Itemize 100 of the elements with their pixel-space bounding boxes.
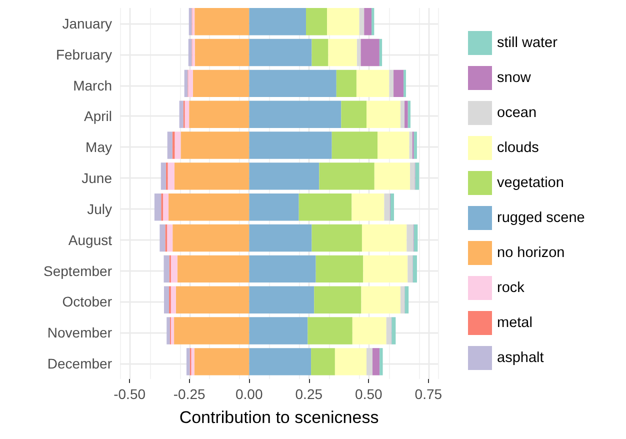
legend-label: ocean — [497, 105, 537, 121]
x-tick-label: -0.50 — [114, 386, 146, 402]
y-tick-label: August — [68, 232, 112, 248]
bar — [366, 100, 400, 128]
bar — [414, 224, 418, 252]
y-tick-label: January — [62, 15, 112, 32]
bar — [170, 286, 176, 314]
bar — [356, 70, 390, 98]
bar — [386, 317, 392, 344]
y-tick-label: July — [87, 200, 112, 217]
bar — [166, 317, 170, 344]
bar — [160, 162, 166, 190]
bar — [341, 100, 367, 128]
bar — [188, 70, 193, 98]
bar — [319, 162, 374, 190]
bar — [176, 286, 250, 314]
bar — [249, 193, 299, 221]
bar — [352, 317, 386, 344]
bar — [400, 286, 405, 314]
x-axis-title: Contribution to scenicness — [179, 408, 379, 427]
legend-label: clouds — [497, 140, 539, 156]
bar — [194, 38, 250, 66]
bar — [306, 8, 328, 36]
y-tick-label: February — [56, 46, 112, 62]
bar — [361, 286, 400, 314]
bar — [172, 224, 250, 252]
y-tick-label: June — [82, 170, 112, 186]
bar — [336, 70, 356, 98]
bar — [394, 70, 404, 98]
bar — [308, 317, 352, 344]
bar — [186, 348, 190, 376]
bar — [160, 224, 166, 252]
bar — [359, 8, 364, 36]
bar — [352, 193, 384, 221]
bar — [249, 38, 312, 66]
x-tick-label: 0.25 — [295, 386, 323, 402]
bar — [180, 132, 250, 159]
bar — [174, 132, 181, 159]
bar — [170, 255, 178, 283]
bar — [192, 38, 195, 66]
bar — [390, 193, 394, 221]
bar — [311, 348, 335, 376]
bar — [356, 38, 361, 66]
bar — [172, 132, 175, 159]
x-tick-label: -0.25 — [173, 386, 206, 402]
bar — [409, 132, 412, 159]
y-tick-label: September — [44, 262, 112, 279]
bar — [192, 8, 195, 36]
bar — [316, 255, 364, 283]
bar — [404, 100, 408, 128]
legend-label: no horizon — [497, 245, 565, 261]
bar — [312, 224, 362, 252]
bar — [384, 193, 390, 221]
bar — [167, 132, 172, 159]
y-tick-label: November — [47, 324, 112, 341]
bar — [174, 317, 250, 344]
legend-label: rock — [497, 280, 526, 296]
bar — [249, 132, 332, 159]
bar — [168, 162, 175, 190]
bar — [360, 38, 380, 66]
bar — [415, 162, 420, 190]
legend-label: still water — [497, 35, 558, 51]
bar — [168, 193, 250, 221]
bar — [194, 8, 250, 36]
bar — [392, 317, 396, 344]
y-tick-label: April — [84, 108, 112, 124]
bar — [189, 100, 250, 128]
bar — [249, 224, 312, 252]
bar — [184, 100, 190, 128]
bar — [366, 348, 372, 376]
bar — [363, 255, 408, 283]
bar — [194, 348, 250, 376]
bar — [408, 255, 413, 283]
bar — [372, 348, 380, 376]
bar — [163, 193, 169, 221]
bar — [249, 255, 316, 283]
bar — [378, 132, 410, 159]
bar — [408, 100, 411, 128]
bar — [191, 348, 194, 376]
x-tick-label: 0.50 — [355, 386, 382, 402]
bar — [364, 8, 372, 36]
bar — [406, 224, 414, 252]
bar — [174, 162, 250, 190]
y-tick-label: December — [47, 356, 112, 372]
bar — [249, 317, 308, 344]
bar — [249, 8, 306, 36]
y-tick-label: October — [62, 294, 112, 310]
bar — [410, 162, 415, 190]
bar — [328, 38, 357, 66]
bar — [154, 193, 162, 221]
bar — [249, 348, 312, 376]
bar — [314, 286, 362, 314]
x-tick-label: 0.75 — [414, 386, 442, 402]
bar — [177, 255, 250, 283]
bar — [249, 286, 314, 314]
bar — [412, 255, 417, 283]
bar — [327, 8, 360, 36]
bar — [164, 286, 170, 314]
bar — [379, 38, 382, 66]
bar — [179, 100, 184, 128]
